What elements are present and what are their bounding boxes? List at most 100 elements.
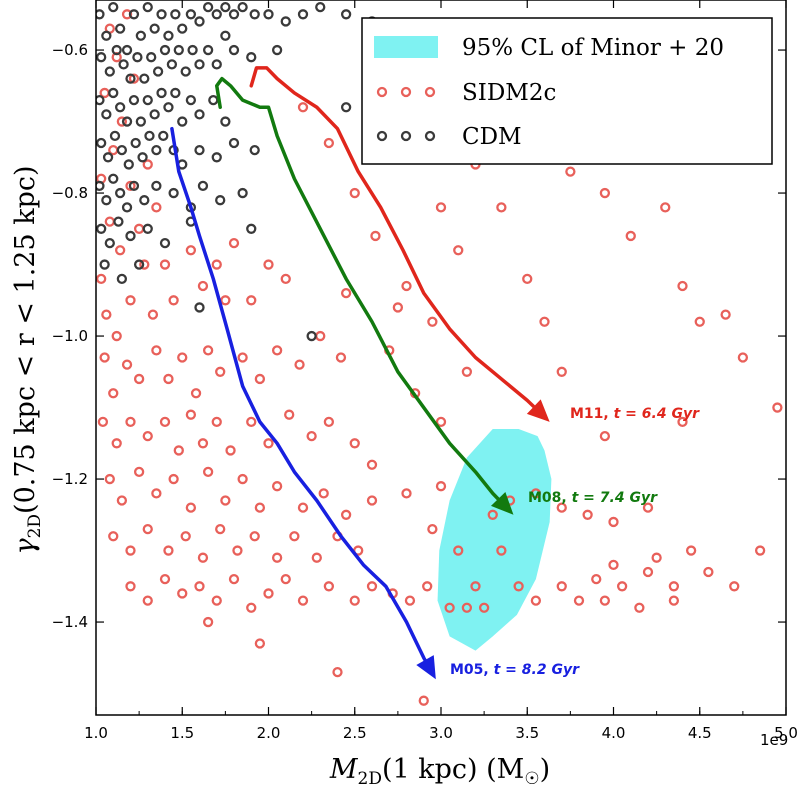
sidm2c-point (427, 523, 438, 535)
cdm-point (194, 16, 205, 27)
x-axis-label: M2D(1 kpc) (M☉) (329, 754, 550, 785)
cdm-point (220, 116, 231, 127)
cdm-point (102, 152, 114, 163)
sidm2c-point (215, 366, 226, 377)
sidm2c-point (461, 602, 473, 613)
y-tick-label: −1.0 (52, 327, 88, 345)
cdm-point (142, 94, 153, 106)
cdm-point (211, 152, 222, 163)
cdm-point (340, 9, 352, 20)
cdm-point (132, 52, 143, 63)
cdm-point (125, 73, 136, 84)
cdm-point (121, 116, 133, 127)
sidm2c-point (121, 359, 133, 370)
track-layer (170, 66, 550, 680)
sidm2c-point (263, 588, 274, 599)
cdm-point (185, 94, 197, 106)
sidm2c-point (228, 237, 240, 249)
cdm-point (101, 109, 112, 120)
cdm-point (149, 23, 160, 34)
sidm2c-point (111, 330, 122, 342)
sidm2c-point (139, 259, 150, 270)
sidm2c-point (280, 574, 291, 585)
sidm2c-point (197, 438, 209, 449)
sidm2c-point (294, 359, 305, 370)
scatter-series-layer (96, 2, 783, 706)
sidm2c-point (197, 280, 209, 292)
cdm-point (130, 137, 141, 149)
cdm-point (118, 59, 129, 70)
sidm2c-point (202, 616, 214, 628)
sidm2c-point (271, 345, 283, 356)
cdm-point (152, 66, 164, 77)
sidm2c-point (142, 159, 153, 170)
sidm2c-point (427, 316, 438, 327)
sidm2c-point (232, 545, 243, 556)
x-offset-label: 1e9 (760, 731, 788, 749)
sidm2c-point (246, 416, 257, 428)
sidm2c-point (116, 495, 128, 506)
track-m11-line (249, 66, 539, 412)
sidm2c-point (729, 581, 740, 592)
sidm2c-point (151, 345, 162, 356)
sidm2c-point (108, 531, 119, 542)
sidm2c-point (366, 495, 378, 506)
sidm2c-point (608, 559, 619, 570)
track-m11-arrowhead (526, 399, 550, 422)
sidm2c-point (651, 552, 662, 563)
cdm-point (115, 102, 126, 113)
sidm2c-point (142, 595, 153, 606)
cdm-point (271, 44, 283, 56)
cdm-point (166, 59, 178, 70)
cdm-point (151, 180, 162, 192)
cdm-point (96, 94, 105, 106)
sidm2c-point (194, 581, 205, 592)
track-annotation-m08: M08, t = 7.4 Gyr (528, 490, 658, 506)
sidm2c-point (159, 416, 171, 428)
sidm2c-point (370, 230, 381, 242)
sidm2c-point (772, 402, 783, 413)
sidm2c-point (422, 581, 433, 592)
series-sidm2c (96, 9, 783, 706)
sidm2c-point (530, 488, 542, 499)
sidm2c-point (125, 581, 136, 592)
x-tick-label: 3.0 (429, 724, 453, 742)
cdm-point (170, 87, 181, 99)
track-annotation-m11-name: M11, (570, 406, 614, 422)
sidm2c-point (737, 352, 749, 363)
sidm2c-point (340, 287, 352, 299)
track-annotation-m05-time: t = 8.2 Gyr (494, 662, 580, 678)
sidm2c-point (318, 488, 329, 499)
cdm-point (104, 237, 115, 249)
sidm2c-point (668, 595, 680, 606)
sidm2c-point (104, 473, 115, 485)
cdm-point (168, 187, 179, 199)
legend-marker-cdm (424, 130, 436, 142)
cdm-point (104, 66, 115, 77)
sidm2c-point (392, 302, 404, 313)
cdm-point (194, 109, 205, 120)
cdm-point (142, 2, 153, 13)
sidm2c-point (522, 273, 533, 285)
series-cdm (96, 2, 378, 342)
cdm-point (194, 59, 205, 70)
sidm2c-point (97, 416, 109, 428)
y-tick-label: −1.2 (52, 470, 88, 488)
cdm-point (173, 44, 184, 56)
sidm2c-point (215, 523, 226, 535)
sidm2c-point (180, 531, 191, 542)
cdm-point (340, 102, 352, 113)
sidm2c-point (159, 259, 171, 270)
sidm2c-point (202, 345, 214, 356)
y-axis-label-main: γ (10, 538, 41, 555)
cdm-point (139, 73, 150, 84)
sidm2c-point (513, 581, 524, 592)
cdm-point (170, 9, 181, 20)
confidence-region (437, 429, 552, 651)
sidm2c-point (168, 473, 179, 485)
cdm-point (108, 2, 119, 13)
sidm2c-point (185, 502, 197, 513)
cdm-point (96, 223, 107, 234)
cdm-point (228, 9, 240, 20)
cdm-point (215, 195, 226, 206)
